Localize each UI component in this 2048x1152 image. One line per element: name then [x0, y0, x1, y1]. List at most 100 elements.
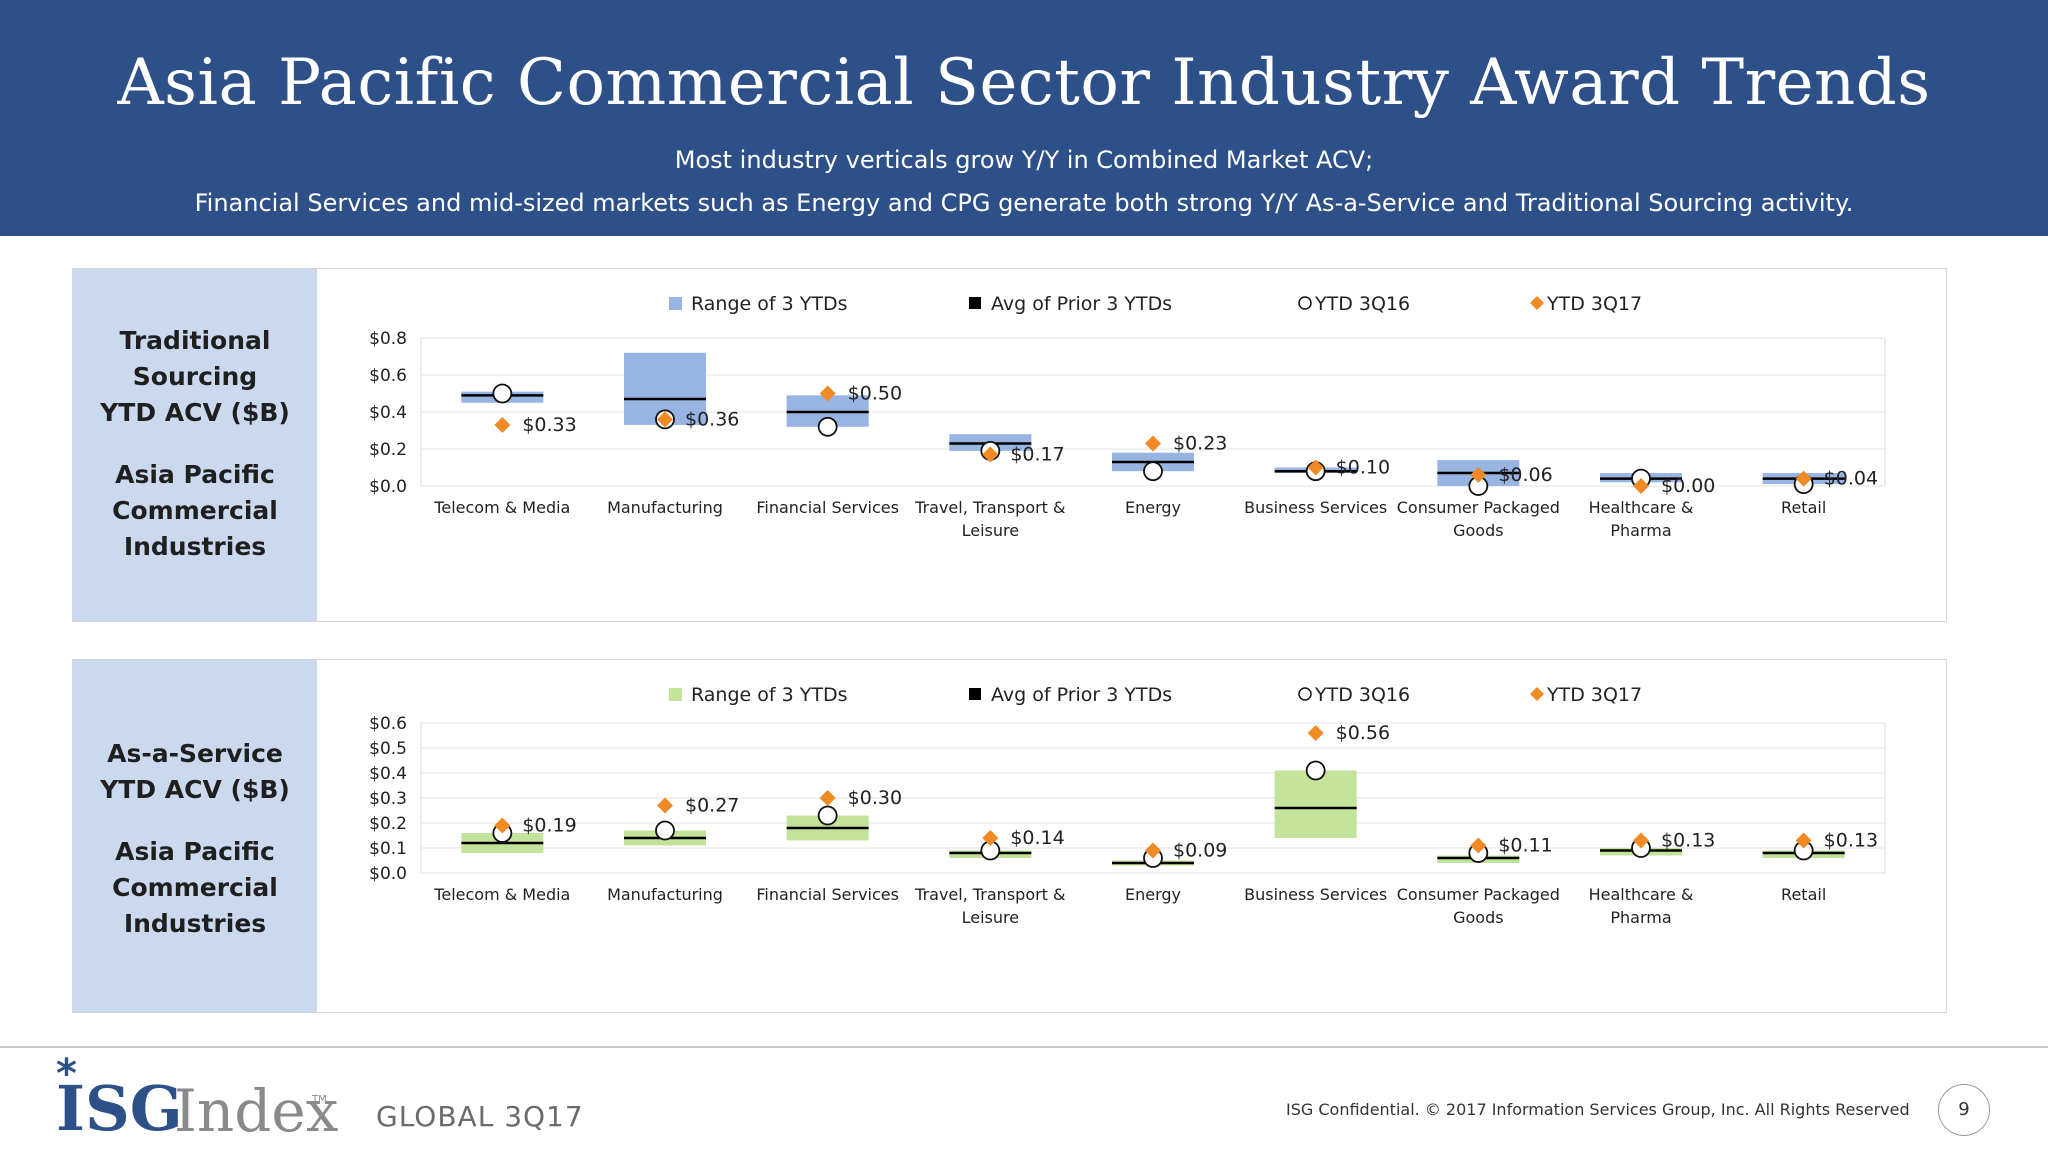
category-label: Business Services [1244, 885, 1387, 904]
legend-ytd16-marker [1298, 296, 1312, 310]
ytd17-marker [494, 416, 511, 433]
label-line: Commercial [112, 496, 278, 525]
ytd17-value-label: $0.17 [1010, 444, 1064, 466]
range-box [1274, 770, 1357, 838]
category-label: Manufacturing [607, 885, 723, 904]
legend-avg-label: Avg of Prior 3 YTDs [991, 293, 1172, 315]
ytd17-value-label: $0.56 [1336, 722, 1390, 744]
y-tick-label: $0.0 [369, 864, 407, 884]
subtitle-line-2: Financial Services and mid-sized markets… [194, 189, 1854, 217]
y-tick-label: $0.1 [369, 839, 407, 859]
label-line: Sourcing [132, 362, 258, 391]
y-tick-label: $0.3 [369, 789, 407, 809]
ytd17-value-label: $0.19 [522, 815, 576, 837]
ytd17-value-label: $0.06 [1498, 464, 1552, 486]
ytd17-value-label: $0.27 [685, 795, 739, 817]
label-line: YTD ACV ($B) [100, 398, 290, 427]
legend-ytd17-marker [1530, 296, 1544, 310]
category-label: Goods [1453, 908, 1503, 927]
ytd17-value-label: $0.14 [1010, 827, 1064, 849]
ytd16-marker [655, 820, 675, 841]
traditional-sourcing-panel: Traditional Sourcing YTD ACV ($B) Asia P… [72, 268, 1947, 622]
index-logo: Index [174, 1077, 339, 1145]
ytd16-marker [1143, 461, 1163, 482]
category-label: Travel, Transport & [914, 498, 1065, 517]
category-label: Business Services [1244, 498, 1387, 517]
y-tick-label: $0.5 [369, 739, 407, 759]
category-label: Energy [1125, 498, 1181, 517]
traditional-label-region: Asia Pacific Commercial Industries [73, 457, 317, 565]
label-line: Asia Pacific [115, 837, 275, 866]
label-line: Traditional [119, 326, 271, 355]
category-label: Consumer Packaged [1397, 498, 1560, 517]
ytd17-marker [1470, 837, 1487, 854]
category-label: Energy [1125, 885, 1181, 904]
label-line: Commercial [112, 873, 278, 902]
legend-range-swatch [669, 688, 682, 701]
category-label: Pharma [1610, 908, 1671, 927]
legend-range-label: Range of 3 YTDs [691, 293, 847, 315]
ytd17-value-label: $0.36 [685, 408, 739, 430]
y-tick-label: $0.4 [369, 764, 407, 784]
ytd17-marker [819, 385, 836, 402]
label-line: Industries [123, 909, 267, 938]
ytd17-marker [1307, 459, 1324, 476]
ytd17-marker [1145, 842, 1161, 859]
category-label: Telecom & Media [433, 498, 570, 517]
ytd17-value-label: $0.11 [1498, 835, 1552, 857]
aas-label-title: As-a-Service YTD ACV ($B) [73, 736, 317, 808]
ytd17-value-label: $0.13 [1661, 830, 1715, 852]
y-tick-label: $0.6 [369, 714, 407, 734]
ytd17-marker [494, 817, 511, 834]
header-banner: Asia Pacific Commercial Sector Industry … [0, 0, 2048, 236]
ytd16-marker [492, 383, 513, 404]
legend-avg-swatch [969, 297, 981, 309]
ytd17-marker [1470, 466, 1487, 483]
ytd17-value-label: $0.10 [1336, 457, 1390, 479]
traditional-sourcing-chart: $0.0 $0.2 $0.4 $0.6 $0.8 Range of 3 YTDs Avg o… [369, 293, 1886, 540]
legend-ytd16-marker [1298, 687, 1312, 701]
subtitle-line-1: Most industry verticals grow Y/Y in Comb… [674, 146, 1374, 174]
legend-ytd17-label: YTD 3Q17 [1546, 684, 1642, 706]
footer-divider [0, 1046, 2048, 1048]
legend-ytd16-label: YTD 3Q16 [1314, 293, 1410, 315]
category-label: Healthcare & [1589, 498, 1694, 517]
edition-label: GLOBAL 3Q17 [376, 1100, 584, 1133]
category-label: Financial Services [756, 885, 899, 904]
page-title: Asia Pacific Commercial Sector Industry … [117, 46, 1931, 120]
ytd16-marker [817, 805, 838, 826]
legend-ytd17-marker [1530, 687, 1544, 701]
ytd17-marker [1795, 832, 1812, 849]
category-label: Financial Services [756, 498, 899, 517]
legend-avg-swatch [969, 688, 981, 700]
ytd17-value-label: $0.50 [848, 383, 902, 405]
ytd16-marker [1305, 760, 1326, 781]
y-tick-label: $0.4 [369, 403, 407, 423]
copyright-text: ISG Confidential. © 2017 Information Ser… [1286, 1100, 1910, 1119]
ytd17-marker [982, 446, 999, 463]
ytd17-value-label: $0.09 [1173, 840, 1227, 862]
category-label: Retail [1781, 498, 1826, 517]
legend-range-label: Range of 3 YTDs [691, 684, 847, 706]
ytd17-marker [982, 830, 999, 846]
ytd17-marker [1145, 435, 1161, 452]
isg-logo: ISG [56, 1072, 183, 1145]
y-tick-label: $0.0 [369, 477, 407, 497]
aas-label-region: Asia Pacific Commercial Industries [73, 834, 317, 942]
ytd17-value-label: $0.23 [1173, 432, 1227, 454]
ytd17-marker [1307, 725, 1324, 741]
label-line: YTD ACV ($B) [100, 775, 290, 804]
ytd17-marker [657, 797, 673, 814]
legend-range-swatch [669, 297, 682, 310]
category-label: Retail [1781, 885, 1826, 904]
legend-avg-label: Avg of Prior 3 YTDs [991, 684, 1172, 706]
ytd17-value-label: $0.13 [1824, 830, 1878, 852]
ytd17-marker [1795, 470, 1812, 487]
category-label: Healthcare & [1589, 885, 1694, 904]
y-tick-label: $0.6 [369, 366, 407, 386]
ytd17-marker [1633, 832, 1649, 849]
y-tick-label: $0.2 [369, 440, 407, 460]
as-a-service-panel: As-a-Service YTD ACV ($B) Asia Pacific C… [72, 659, 1947, 1013]
isg-star-icon: * [56, 1051, 77, 1097]
category-label: Manufacturing [607, 498, 723, 517]
